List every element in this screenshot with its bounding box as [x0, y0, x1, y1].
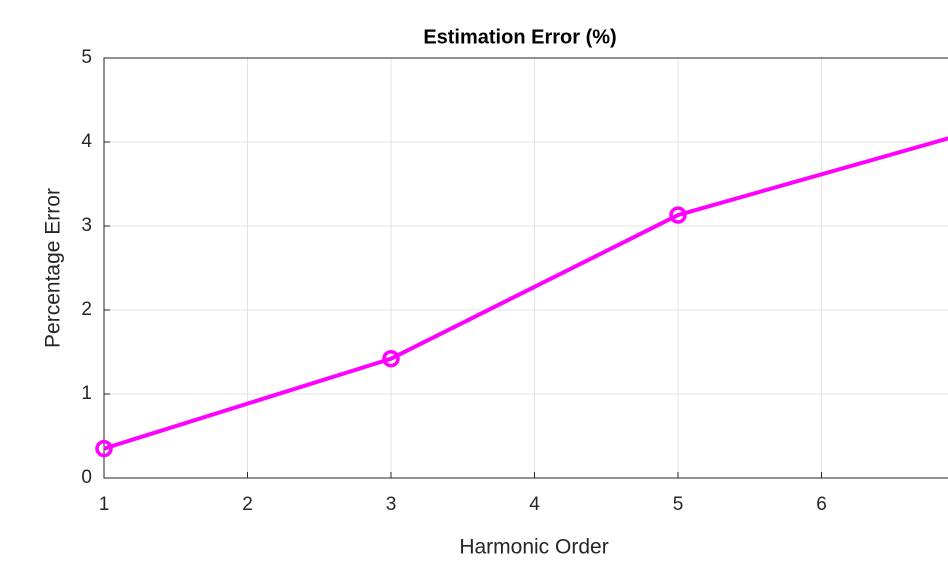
data-line: [103, 136, 948, 451]
x-tick-label: 3: [386, 494, 397, 515]
data-point: [382, 349, 400, 368]
y-axis-label: Percentage Error: [42, 188, 65, 348]
chart-title: Estimation Error (%): [423, 26, 616, 48]
y-tick-label: 0: [81, 467, 92, 488]
y-tick-label: 2: [81, 299, 92, 320]
x-tick-label: 1: [99, 494, 110, 515]
x-axis-label: Harmonic Order: [459, 536, 608, 559]
x-tick-label: 4: [529, 494, 540, 515]
plot-frame: [103, 57, 948, 479]
data-point: [669, 206, 687, 224]
x-tick-label: 6: [816, 494, 827, 515]
x-tick-label: 2: [242, 494, 253, 515]
y-tick-label: 1: [81, 383, 92, 404]
data-point: [95, 439, 113, 458]
y-tick-label: 5: [81, 47, 92, 68]
y-tick-label: 3: [81, 215, 92, 236]
x-tick-label: 5: [673, 494, 684, 515]
y-tick-label: 4: [81, 131, 92, 152]
